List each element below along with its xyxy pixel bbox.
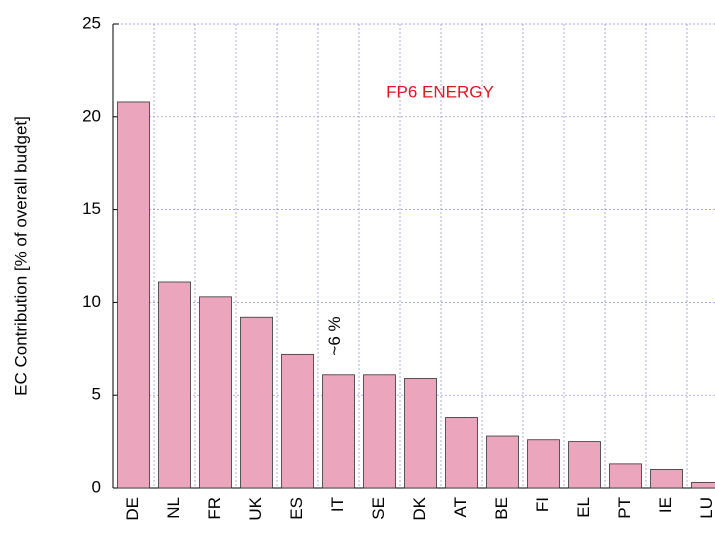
x-tick-label: FR: [205, 497, 224, 520]
bar: [609, 463, 642, 489]
x-tick-label: DE: [123, 497, 142, 521]
y-axis-label: EC Contribution [% of overall budget]: [11, 116, 30, 396]
bar: [527, 439, 560, 489]
bar: [650, 469, 683, 489]
bar: [486, 435, 519, 489]
chart-title: FP6 ENERGY: [386, 82, 494, 101]
x-tick-label: SE: [369, 497, 388, 520]
x-tick-label: NL: [164, 497, 183, 519]
x-tick-label: BE: [492, 497, 511, 520]
x-tick-label: LU: [697, 497, 715, 519]
x-tick-label: IE: [656, 497, 675, 513]
y-tick-label: 5: [92, 385, 101, 404]
y-tick-label: 10: [82, 292, 101, 311]
x-tick-label: PT: [615, 497, 634, 519]
bar: [281, 353, 314, 489]
y-tick-label: 0: [92, 477, 101, 496]
bar: [691, 482, 715, 489]
y-tick-label: 15: [82, 199, 101, 218]
bar: [117, 101, 150, 489]
bar: [240, 316, 273, 489]
y-tick-label: 25: [82, 13, 101, 32]
bar: [404, 378, 437, 489]
bar: [158, 281, 191, 489]
x-tick-label: AT: [451, 497, 470, 517]
bar: [445, 417, 478, 489]
bar: [568, 441, 601, 489]
x-tick-label: EL: [574, 497, 593, 518]
x-tick-label: DK: [410, 496, 429, 520]
x-tick-label: UK: [246, 496, 265, 520]
x-tick-label: FI: [533, 497, 552, 512]
x-tick-label: IT: [328, 497, 347, 512]
bar: [322, 374, 355, 489]
bar: [363, 374, 396, 489]
x-tick-label: ES: [287, 497, 306, 520]
annotation: ~6 %: [325, 316, 344, 355]
bar: [199, 296, 232, 489]
y-tick-label: 20: [82, 106, 101, 125]
